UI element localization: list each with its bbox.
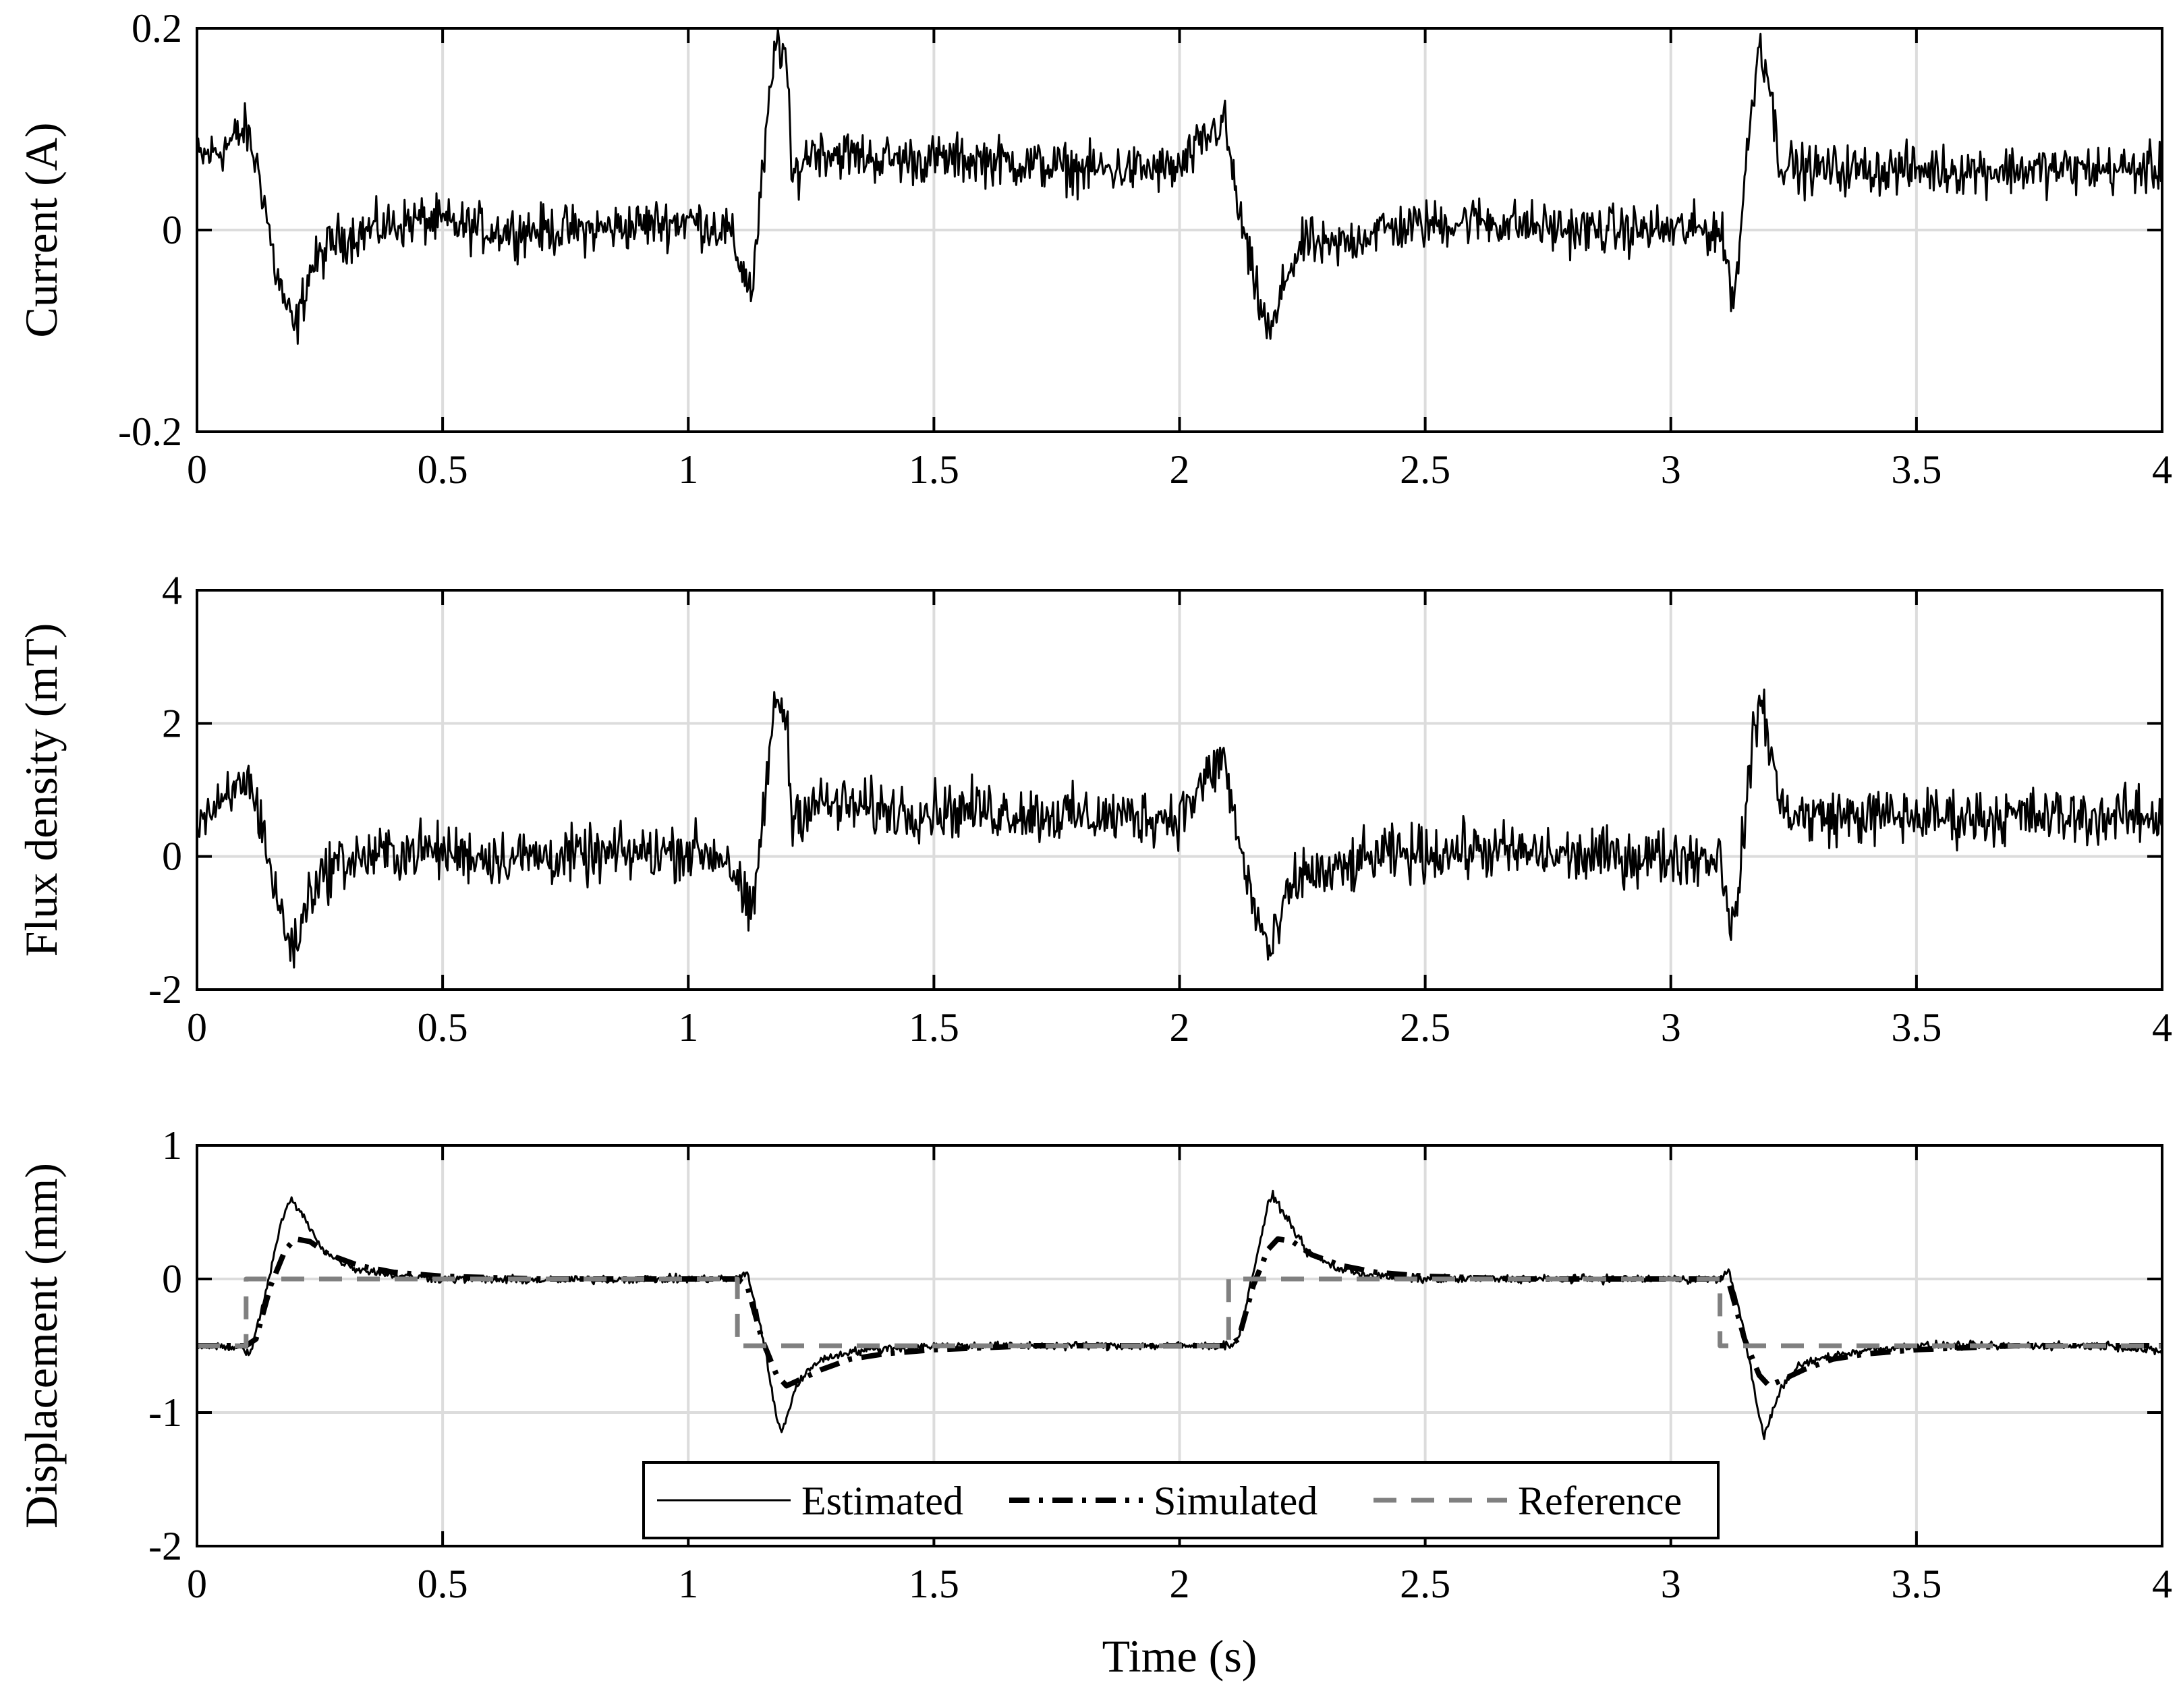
x-tick-label: 0.5 xyxy=(418,1562,468,1606)
series-line-panel2 xyxy=(196,688,2163,969)
x-tick-label: 4 xyxy=(2152,1005,2172,1050)
y-axis-label: Current (A) xyxy=(16,122,67,337)
y-tick-label: 2 xyxy=(162,701,182,745)
x-tick-label: 0.5 xyxy=(418,1005,468,1050)
x-tick-label: 2.5 xyxy=(1400,1005,1450,1050)
y-tick-label: 0.2 xyxy=(132,6,182,51)
x-tick-label: 2 xyxy=(1170,447,1190,492)
x-tick-label: 0.5 xyxy=(418,447,468,492)
x-tick-label: 1 xyxy=(678,447,698,492)
y-tick-label: 1 xyxy=(162,1123,182,1168)
x-tick-label: 1.5 xyxy=(909,1562,959,1606)
x-tick-label: 0 xyxy=(187,447,207,492)
legend-box xyxy=(642,1461,1720,1539)
y-axis-label: Displacement (mm) xyxy=(16,1163,67,1529)
y-tick-label: -2 xyxy=(148,1524,182,1568)
series-line-panel1 xyxy=(196,28,2163,345)
y-tick-label: -2 xyxy=(148,967,182,1012)
y-tick-label: 0 xyxy=(162,834,182,879)
x-tick-label: 0 xyxy=(187,1005,207,1050)
y-tick-label: 4 xyxy=(162,568,182,613)
x-tick-label: 4 xyxy=(2152,447,2172,492)
x-tick-label: 2 xyxy=(1170,1005,1190,1050)
x-tick-label: 3.5 xyxy=(1891,1562,1942,1606)
x-axis-label: Time (s) xyxy=(1102,1630,1257,1682)
x-tick-label: 3.5 xyxy=(1891,447,1942,492)
x-tick-label: 3 xyxy=(1661,1562,1681,1606)
legend-label-estimated: Estimated xyxy=(801,1479,963,1523)
x-tick-label: 4 xyxy=(2152,1562,2172,1606)
series-line-reference xyxy=(197,1276,2162,1348)
x-tick-label: 2.5 xyxy=(1400,447,1450,492)
y-tick-label: 0 xyxy=(162,1257,182,1301)
x-tick-label: 1.5 xyxy=(909,1005,959,1050)
x-tick-label: 0 xyxy=(187,1562,207,1606)
x-tick-label: 1 xyxy=(678,1562,698,1606)
x-tick-label: 1 xyxy=(678,1005,698,1050)
chart-panel-3: 0 0.5 1 1.5 2 2.5 3 3.5 4 -2 -1 0 1 Displacement (mm)… xyxy=(16,1123,2172,1682)
x-tick-label: 3 xyxy=(1661,1005,1681,1050)
y-tick-label: 0 xyxy=(162,208,182,252)
y-axis-label: Flux density (mT) xyxy=(16,623,67,957)
legend-label-simulated: Simulated xyxy=(1154,1479,1318,1523)
x-tick-label: 1.5 xyxy=(909,447,959,492)
x-tick-label: 3 xyxy=(1661,447,1681,492)
x-tick-label: 2.5 xyxy=(1400,1562,1450,1606)
x-tick-label: 3.5 xyxy=(1891,1005,1942,1050)
y-tick-label: -1 xyxy=(148,1390,182,1435)
x-tick-label: 2 xyxy=(1170,1562,1190,1606)
legend: Estimated Simulated Reference xyxy=(642,1461,1720,1539)
y-tick-label: -0.2 xyxy=(118,409,182,454)
legend-label-reference: Reference xyxy=(1518,1479,1682,1523)
